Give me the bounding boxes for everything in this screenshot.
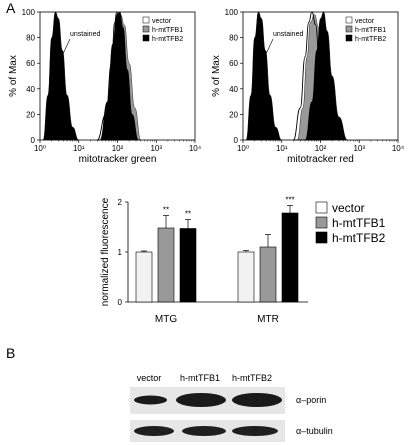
red-annotation-pointer <box>264 38 274 57</box>
bar-MTG-vector <box>135 251 153 303</box>
red-xlabel: mitotracker red <box>287 154 354 165</box>
bar-chart: 0 1 2 normalized fluorescence ** ** MTG *** MTR v… <box>100 196 386 326</box>
blot-band-porin <box>134 395 167 405</box>
blot-row-label-tubulin: α–tubulin <box>296 426 333 436</box>
green-xtick-label: 10² <box>112 144 124 153</box>
red-xtick-label: 10⁰ <box>237 144 249 153</box>
blot-band-tubulin <box>232 426 278 436</box>
red-ytick-label: 40 <box>229 85 238 94</box>
red-series-unstained <box>245 11 282 141</box>
bar-legend-label: vector <box>332 201 365 215</box>
bar-legend-label: h-mtTFB2 <box>332 231 386 245</box>
bar-legend-swatch <box>315 231 328 244</box>
green-series-unstained <box>42 11 79 141</box>
bar-category-label: MTR <box>257 314 279 325</box>
red-xtick-label: 10⁴ <box>392 144 405 153</box>
green-ylabel: % of Max <box>8 55 19 97</box>
red-legend-label: vector <box>355 18 375 25</box>
red-xtick-label: 10³ <box>353 144 365 153</box>
red-ytick-label: 0 <box>234 136 239 145</box>
green-legend-label: h-mtTFB1 <box>152 27 183 34</box>
red-ytick-label: 20 <box>229 110 238 119</box>
western-blot: vector h-mtTFB1 h-mtTFB2 α–porin α–tubulin <box>130 373 333 442</box>
green-ytick-label: 80 <box>26 34 35 43</box>
blot-row-label-porin: α–porin <box>296 395 326 405</box>
bar-legend-label: h-mtTFB1 <box>332 216 386 230</box>
green-series-h-mtTFB2 <box>99 11 139 141</box>
green-xtick-label: 10⁴ <box>189 144 202 153</box>
green-xlabel: mitotracker green <box>79 154 157 165</box>
green-ytick-label: 20 <box>26 110 35 119</box>
bar-legend-swatch <box>315 201 328 214</box>
red-histogram: 0 20 40 60 80 100 10⁰ 10¹ 10² 10³ 10⁴ mitotracker r… <box>211 8 405 165</box>
green-annotation-pointer <box>61 38 71 57</box>
bar-MTG-h-mtTFB2 <box>179 228 197 303</box>
bar-significance: ** <box>185 210 191 219</box>
green-xtick-label: 10¹ <box>73 144 85 153</box>
bar-MTR-h-mtTFB2 <box>281 212 299 303</box>
green-ytick-label: 40 <box>26 85 35 94</box>
red-legend-label: h-mtTFB1 <box>355 27 386 34</box>
blot-lane-label: vector <box>137 373 162 383</box>
blot-band-porin <box>232 393 282 407</box>
red-ylabel: % of Max <box>211 55 222 97</box>
green-legend-swatch <box>142 34 150 42</box>
red-ytick-label: 100 <box>225 8 239 17</box>
bar-category-label: MTG <box>155 314 177 325</box>
blot-lane-label: h-mtTFB1 <box>180 373 220 383</box>
green-legend-swatch <box>142 16 150 24</box>
bar-ytick-label: 1 <box>118 248 123 257</box>
red-legend-swatch <box>345 16 353 24</box>
green-ytick-label: 60 <box>26 59 35 68</box>
red-legend-swatch <box>345 34 353 42</box>
blot-band-tubulin <box>182 426 226 436</box>
bar-significance: *** <box>285 196 294 205</box>
blot-lane-label: h-mtTFB2 <box>232 373 272 383</box>
green-histogram: 0 20 40 60 80 100 10⁰ 10¹ 10² 10³ 10⁴ mitotracker g… <box>8 8 202 165</box>
green-xtick-label: 10⁰ <box>34 144 46 153</box>
bar-MTG-h-mtTFB1 <box>157 227 175 303</box>
red-ytick-label: 80 <box>229 34 238 43</box>
bar-legend-swatch <box>315 216 328 229</box>
blot-band-porin <box>176 393 226 407</box>
green-ytick-label: 0 <box>31 136 36 145</box>
red-xtick-label: 10² <box>315 144 327 153</box>
green-legend-swatch <box>142 25 150 33</box>
green-legend-label: vector <box>152 18 172 25</box>
green-unstained-annotation: unstained <box>70 31 100 38</box>
bar-ylabel: normalized fluorescence <box>100 197 111 306</box>
red-legend-swatch <box>345 25 353 33</box>
green-ytick-label: 100 <box>22 8 36 17</box>
bar-ytick-label: 0 <box>118 298 123 307</box>
bar-MTR-h-mtTFB1 <box>259 246 277 303</box>
bar-significance: ** <box>163 206 169 215</box>
red-legend-label: h-mtTFB2 <box>355 36 386 43</box>
panel-label-a: A <box>6 0 16 16</box>
red-unstained-annotation: unstained <box>273 31 303 38</box>
bar-ytick-label: 2 <box>118 198 123 207</box>
blot-band-tubulin <box>134 426 174 436</box>
green-legend-label: h-mtTFB2 <box>152 36 183 43</box>
green-xtick-label: 10³ <box>150 144 162 153</box>
red-xtick-label: 10¹ <box>276 144 288 153</box>
panel-label-b: B <box>6 345 15 361</box>
red-ytick-label: 60 <box>229 59 238 68</box>
bar-MTR-vector <box>237 251 255 303</box>
